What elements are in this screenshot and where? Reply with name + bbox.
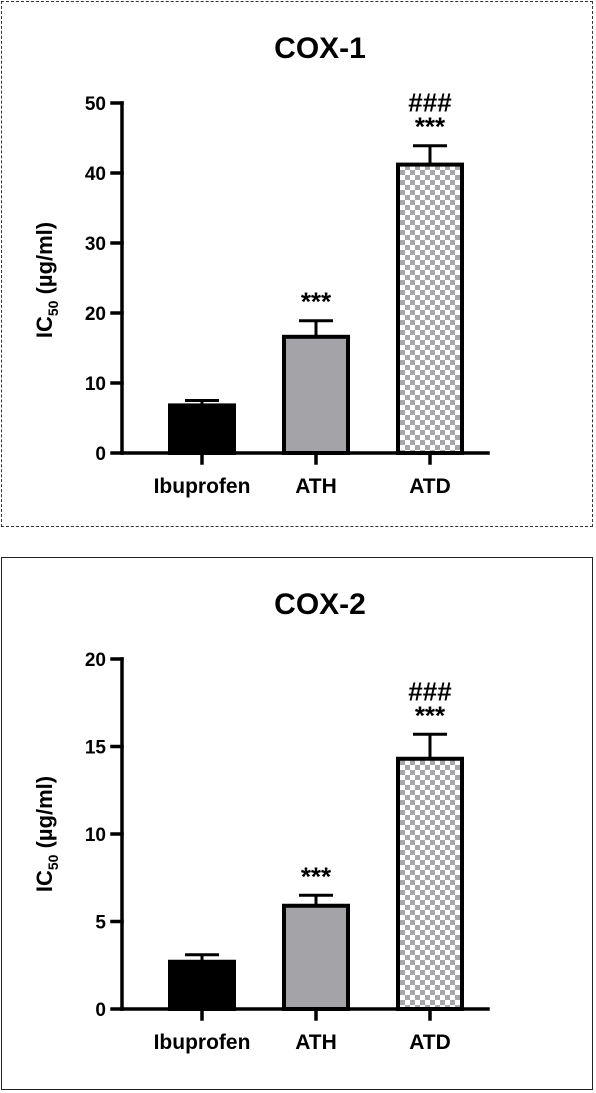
y-axis-label: IC50 (µg/ml) [32,222,61,338]
y-tick-label: 10 [85,374,106,395]
chart-title: COX-1 [274,32,366,65]
significance-label: *** [415,112,446,142]
significance-label: *** [301,861,332,891]
y-tick-label: 30 [85,234,106,255]
significance-label: *** [301,287,332,317]
chart-title: COX-2 [274,588,366,621]
y-tick-label: 15 [85,738,107,759]
category-label: ATD [409,1031,451,1054]
category-label: Ibuprofen [154,1031,251,1054]
y-axis-label: IC50 (µg/ml) [32,776,61,892]
y-tick-label: 0 [95,1000,106,1021]
bar-ath [282,334,350,455]
bar-atd [396,162,464,455]
bar-ath [282,903,350,1011]
bar-atd [396,756,464,1011]
y-tick-label: 10 [85,825,106,846]
bar-ibuprofen [168,959,236,1011]
category-label: ATD [409,475,451,498]
significance-label: *** [415,700,446,730]
y-tick-label: 40 [85,164,106,185]
category-label: Ibuprofen [154,475,251,498]
significance-label: ### [408,676,452,706]
y-tick-label: 20 [85,304,106,325]
category-label: ATH [295,475,337,498]
y-tick-label: 5 [95,913,106,934]
bar-ibuprofen [168,403,236,455]
y-tick-label: 20 [85,650,106,671]
y-tick-label: 50 [85,94,106,115]
y-tick-label: 0 [95,444,106,465]
significance-label: ### [408,88,452,118]
category-label: ATH [295,1031,337,1054]
